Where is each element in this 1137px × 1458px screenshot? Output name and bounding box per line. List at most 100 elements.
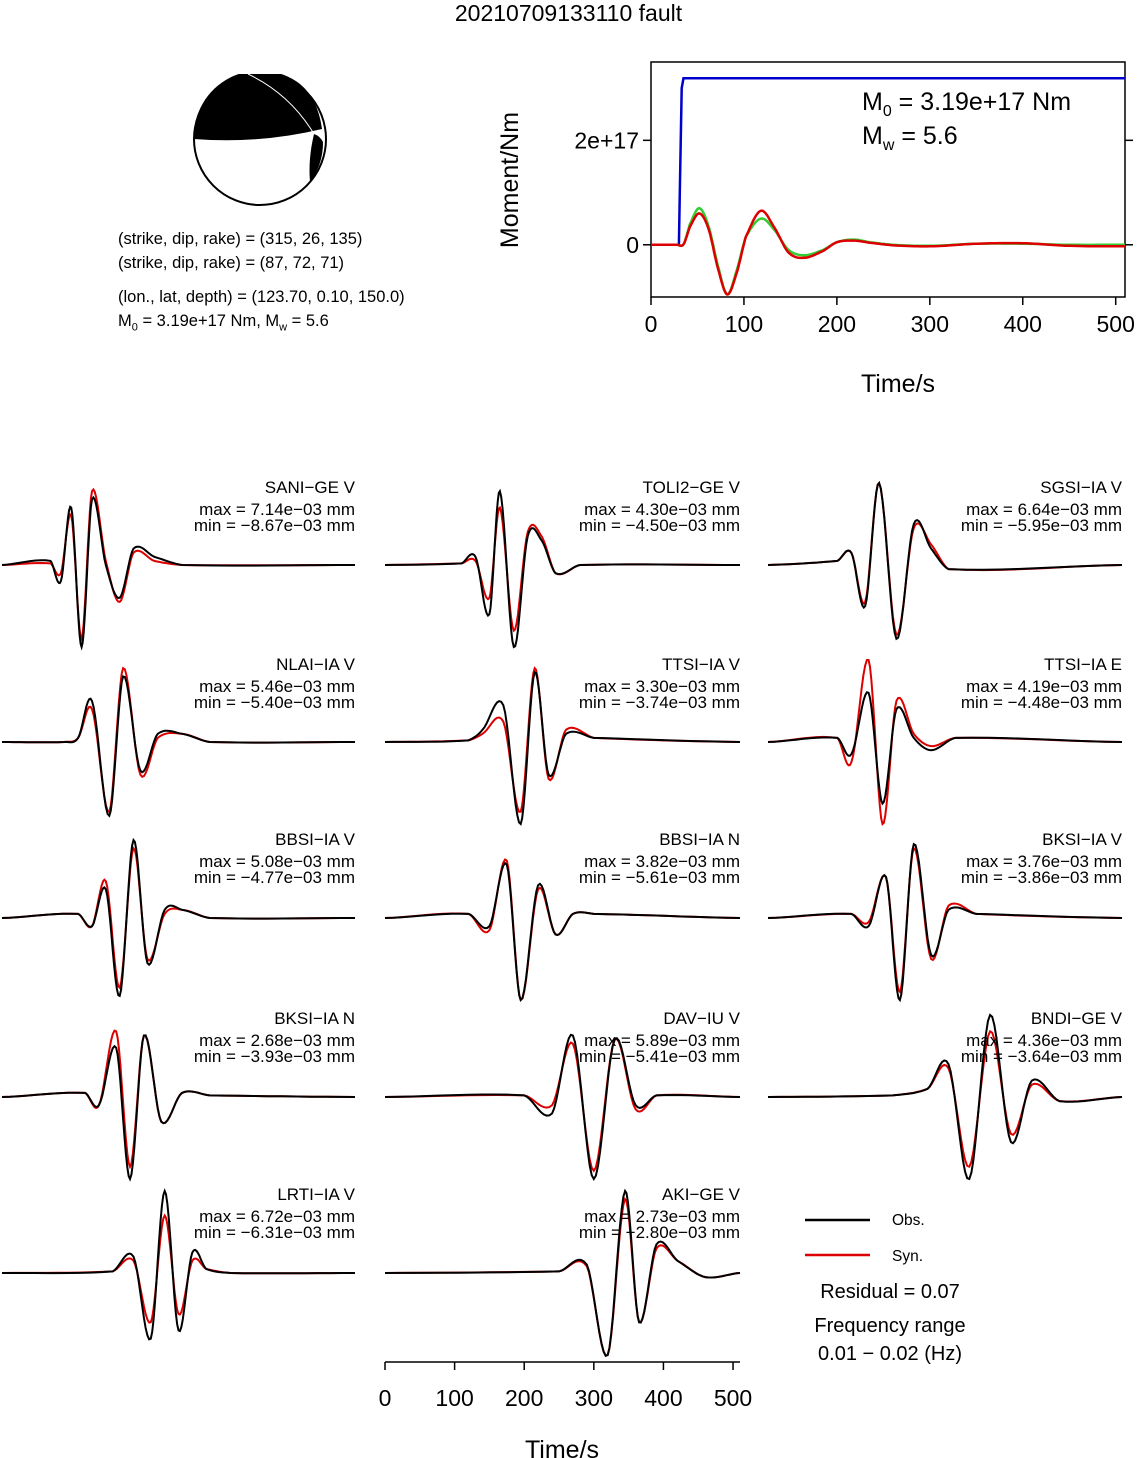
max-amplitude-label: max = 5.46e−03 mm: [199, 677, 355, 696]
waveform-trace-10: [384, 1033, 741, 1181]
observed-trace: [384, 1188, 741, 1358]
min-amplitude-label: min = −3.93e−03 mm: [193, 1047, 355, 1066]
min-amplitude-label: min = −4.48e−03 mm: [960, 693, 1122, 712]
stf-y-tick-label: 0: [626, 232, 639, 258]
stf-m0-annotation: M0 = 3.19e+17 Nm: [862, 88, 1072, 120]
station-label: BBSI−IA V: [275, 830, 355, 849]
waveform-trace-5: [767, 659, 1123, 826]
stf-x-tick-label: 100: [725, 311, 763, 337]
wave-x-tick-label: 100: [435, 1385, 473, 1411]
max-amplitude-label: max = 7.14e−03 mm: [199, 500, 355, 519]
waveform-trace-8: [767, 842, 1123, 1003]
station-label: TTSI−IA V: [662, 655, 740, 674]
stf-x-tick-label: 500: [1097, 311, 1135, 337]
max-amplitude-label: max = 4.36e−03 mm: [966, 1031, 1122, 1050]
station-label: BKSI−IA V: [1042, 830, 1122, 849]
max-amplitude-label: max = 3.76e−03 mm: [966, 852, 1122, 871]
legend-swatches: [805, 1218, 870, 1257]
max-amplitude-label: max = 6.64e−03 mm: [966, 500, 1122, 519]
frequency-value: 0.01 − 0.02 (Hz): [818, 1343, 962, 1365]
moment-text: M0 = 3.19e+17 Nm, Mw = 5.6: [118, 312, 329, 334]
max-amplitude-label: max = 5.89e−03 mm: [584, 1031, 740, 1050]
waveform-trace-3: [2, 666, 355, 818]
waveform-trace-7: [384, 858, 741, 1003]
waveform-trace-4: [384, 666, 741, 826]
station-label: TOLI2−GE V: [642, 478, 740, 497]
station-label: TTSI−IA E: [1044, 655, 1122, 674]
observed-trace: [384, 1033, 741, 1181]
plane1-text: (strike, dip, rake) = (315, 26, 135): [118, 230, 363, 248]
min-amplitude-label: min = −5.61e−03 mm: [578, 868, 740, 887]
stf-rate-line-2: [651, 209, 1125, 296]
min-amplitude-label: min = −4.50e−03 mm: [578, 516, 740, 535]
waveform-trace-6: [1, 837, 355, 998]
waveform-trace-13: [384, 1188, 741, 1358]
min-amplitude-label: min = −5.41e−03 mm: [578, 1047, 740, 1066]
waveform-trace-12: [1, 1188, 355, 1341]
legend-syn-label: Syn.: [892, 1248, 924, 1265]
station-label: LRTI−IA V: [277, 1185, 355, 1204]
stf-x-tick-label: 0: [645, 311, 658, 337]
max-amplitude-label: max = 4.30e−03 mm: [584, 500, 740, 519]
station-label: BKSI−IA N: [274, 1009, 355, 1028]
max-amplitude-label: max = 2.73e−03 mm: [584, 1207, 740, 1226]
stf-y-axis-label: Moment/Nm: [496, 112, 524, 248]
synthetic-trace: [1, 487, 355, 642]
stf-y-tick-label: 2e+17: [574, 127, 639, 153]
station-label: NLAI−IA V: [276, 655, 355, 674]
wave-x-tick-label: 200: [505, 1385, 543, 1411]
waveform-grid: 0 100 200 300 400 500 Time/s: [1, 480, 1123, 1458]
stf-x-axis-label: Time/s: [861, 370, 935, 398]
observed-trace: [384, 861, 741, 1003]
stf-mw-annotation: Mw = 5.6: [862, 122, 958, 154]
max-amplitude-label: max = 5.08e−03 mm: [199, 852, 355, 871]
observed-trace: [2, 1188, 355, 1341]
waveform-trace-1: [384, 488, 740, 649]
legend-obs-label: Obs.: [892, 1212, 925, 1229]
observed-trace: [767, 842, 1123, 1003]
waveform-trace-9: [1, 1029, 356, 1182]
min-amplitude-label: min = −2.80e−03 mm: [578, 1223, 740, 1242]
observed-trace: [2, 675, 355, 818]
min-amplitude-label: min = −4.77e−03 mm: [193, 868, 355, 887]
max-amplitude-label: max = 6.72e−03 mm: [199, 1207, 355, 1226]
observed-trace: [384, 670, 741, 826]
wave-x-tick-label: 300: [575, 1385, 613, 1411]
plane2-text: (strike, dip, rake) = (87, 72, 71): [118, 254, 345, 272]
min-amplitude-label: min = −3.64e−03 mm: [960, 1047, 1122, 1066]
observed-trace: [384, 488, 740, 649]
observed-trace: [1, 495, 355, 651]
min-amplitude-label: min = −8.67e−03 mm: [193, 516, 355, 535]
min-amplitude-label: min = −3.86e−03 mm: [960, 868, 1122, 887]
station-label: BBSI−IA N: [659, 830, 740, 849]
observed-trace: [1, 1034, 356, 1182]
beachball-icon: [193, 74, 327, 206]
moment-rate-chart: 0 100 200 300 400 500 0 2e+17 Time/s Moment/Nm: [496, 61, 1135, 398]
station-label: SGSI−IA V: [1040, 478, 1122, 497]
station-label: BNDI−GE V: [1030, 1009, 1122, 1028]
min-amplitude-label: min = −5.40e−03 mm: [193, 693, 355, 712]
frequency-title: Frequency range: [814, 1315, 966, 1337]
waveform-trace-0: [1, 487, 355, 651]
max-amplitude-label: max = 3.30e−03 mm: [584, 677, 740, 696]
residual-text: Residual = 0.07: [820, 1281, 960, 1303]
stf-x-tick-label: 300: [911, 311, 949, 337]
wave-x-axis-label: Time/s: [525, 1436, 599, 1458]
location-text: (lon., lat, depth) = (123.70, 0.10, 150.…: [118, 288, 405, 306]
observed-trace: [767, 480, 1123, 641]
observed-trace: [767, 1013, 1123, 1181]
wave-x-tick-label: 400: [644, 1385, 682, 1411]
stf-plot-frame: [650, 61, 1126, 298]
observed-trace: [1, 837, 355, 998]
station-label: DAV−IU V: [663, 1009, 740, 1028]
stf-x-tick-label: 200: [818, 311, 856, 337]
station-label: AKI−GE V: [662, 1185, 740, 1204]
station-label: SANI−GE V: [264, 478, 355, 497]
min-amplitude-label: min = −3.74e−03 mm: [578, 693, 740, 712]
max-amplitude-label: max = 4.19e−03 mm: [966, 677, 1122, 696]
max-amplitude-label: max = 2.68e−03 mm: [199, 1031, 355, 1050]
min-amplitude-label: min = −5.95e−03 mm: [960, 516, 1122, 535]
max-amplitude-label: max = 3.82e−03 mm: [584, 852, 740, 871]
waveform-trace-2: [767, 480, 1123, 641]
